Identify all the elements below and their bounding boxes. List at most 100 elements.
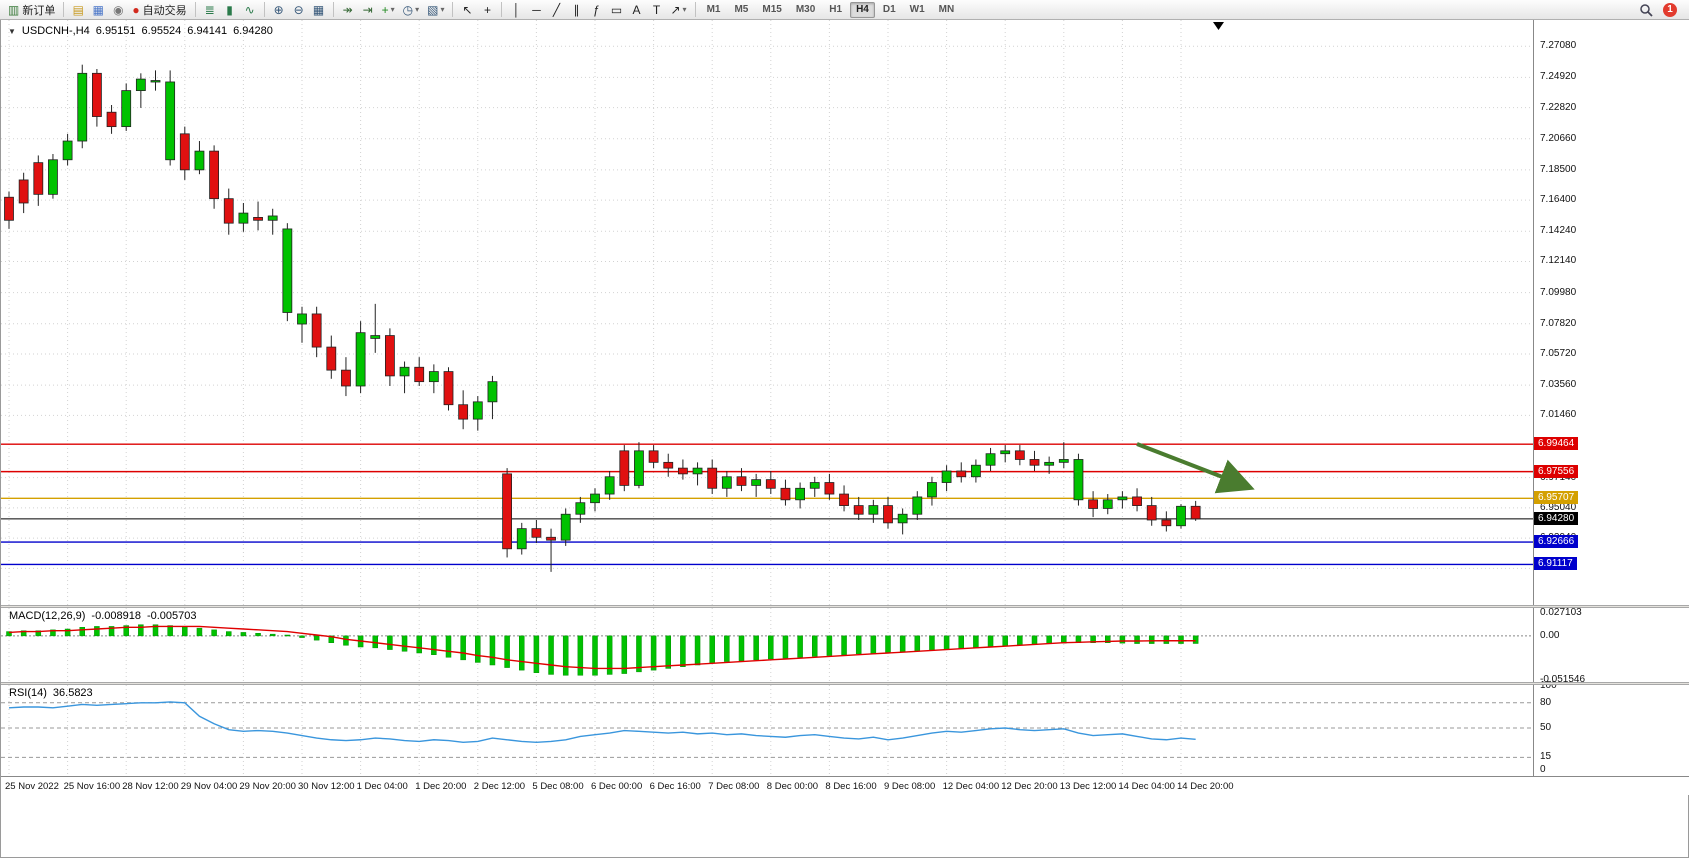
time-axis-label: 5 Dec 08:00 <box>532 781 584 792</box>
periods-button[interactable]: ◷ ▾ <box>399 1 424 19</box>
vertical-line-button[interactable]: │ <box>506 1 526 19</box>
toolbar-separator <box>263 2 265 17</box>
profiles-button[interactable]: ▦ <box>88 1 108 19</box>
time-axis-label: 30 Nov 12:00 <box>298 781 355 792</box>
profiles-icon: ▦ <box>92 2 105 17</box>
indicators-button-dropdown-icon: ▾ <box>390 5 395 14</box>
time-axis-label: 9 Dec 08:00 <box>884 781 936 792</box>
new-order-button[interactable]: ▥ 新订单 <box>4 1 59 19</box>
price-axis-label: 7.07820 <box>1540 317 1577 329</box>
time-axis-label: 8 Dec 00:00 <box>766 781 819 792</box>
zoom-out-icon: ⊖ <box>293 2 304 17</box>
fibonacci-button[interactable]: ƒ <box>586 1 606 19</box>
macd-grid <box>8 608 1182 683</box>
chart-window: ▼ USDCNH-,H4 6.95151 6.95524 6.94141 6.9… <box>0 20 1689 858</box>
search-icon <box>1640 3 1653 17</box>
macd-panel[interactable] <box>1 608 1533 683</box>
vertical-line-icon: │ <box>512 2 521 17</box>
trendline-button[interactable]: ╱ <box>546 1 566 19</box>
timeframe-toolbar: M1 M5 M15 M30 H1 H4 D1 W1 MN <box>700 1 962 18</box>
arrows-button[interactable]: ↗ ▾ <box>666 1 690 19</box>
autotrading-button[interactable]: ● 自动交易 <box>128 1 190 19</box>
timeframe-button-d1[interactable]: D1 <box>882 4 896 15</box>
rsi-axis-label: 0 <box>1540 764 1546 775</box>
market-watch-icon: ◉ <box>113 2 124 17</box>
autotrading-button-label: 自动交易 <box>142 4 187 17</box>
new-order-button-label: 新订单 <box>22 4 56 17</box>
time-axis-label: 1 Dec 20:00 <box>415 781 467 792</box>
indicators-icon: + <box>381 2 389 17</box>
horizontal-level-lines[interactable] <box>1 443 1533 566</box>
zoom-out-button[interactable]: ⊖ <box>289 1 309 19</box>
price-axis-label: 7.03560 <box>1540 379 1577 391</box>
zoom-in-button[interactable]: ⊕ <box>269 1 289 19</box>
timeframe-button-m30[interactable]: M30 <box>795 4 816 15</box>
crosshair-icon: + <box>483 2 491 17</box>
indicators-button[interactable]: + ▾ <box>378 1 399 19</box>
line-chart-button[interactable]: ∿ <box>240 1 260 19</box>
text-button[interactable]: A <box>626 1 646 19</box>
zoom-in-icon: ⊕ <box>273 2 284 17</box>
tile-windows-button[interactable]: ▦ <box>309 1 329 19</box>
time-axis-label: 13 Dec 12:00 <box>1059 781 1117 792</box>
candlestick-chart-button[interactable]: ▮ <box>220 1 240 19</box>
level-price-badge: 6.99464 <box>1534 437 1579 451</box>
panel-splitter-macd[interactable] <box>1 605 1689 608</box>
templates-button[interactable]: ▧ ▾ <box>423 1 448 19</box>
auto-scroll-icon: ↠ <box>342 2 353 17</box>
timeframe-button-m5[interactable]: M5 <box>734 4 749 15</box>
collapse-ohlc-icon[interactable]: ▼ <box>8 26 16 36</box>
cursor-icon: ↖ <box>462 2 473 17</box>
timeframe-button-h1[interactable]: H1 <box>829 4 843 15</box>
market-watch-button[interactable]: ◉ <box>108 1 128 19</box>
new-chart-button[interactable]: ▤ <box>68 1 88 19</box>
time-axis-label: 14 Dec 20:00 <box>1177 781 1234 792</box>
tile-windows-icon: ▦ <box>312 2 325 17</box>
timeframe-button-m15[interactable]: M15 <box>762 4 782 15</box>
search-button[interactable] <box>1635 1 1657 19</box>
bar-chart-button[interactable]: ≣ <box>200 1 220 19</box>
rsi-axis-label: 100 <box>1540 680 1557 691</box>
price-axis-label: 7.18500 <box>1540 163 1577 175</box>
candlesticks <box>4 64 1201 572</box>
price-axis-label: 7.22820 <box>1540 101 1577 113</box>
channel-button[interactable]: ∥ <box>566 1 586 19</box>
rsi-value: 36.5823 <box>52 687 93 699</box>
trend-arrow-annotation[interactable] <box>1136 442 1255 494</box>
timeframe-button-mn[interactable]: MN <box>938 4 955 15</box>
time-axis-label: 2 Dec 12:00 <box>473 781 526 792</box>
level-price-badge: 6.91117 <box>1534 557 1577 571</box>
time-axis[interactable]: 25 Nov 2022 25 Nov 16:00 28 Nov 12:00 29 No… <box>1 776 1689 795</box>
time-axis-label: 12 Dec 04:00 <box>942 781 1000 792</box>
price-axis[interactable]: 7.27080 7.24920 7.22820 7.20660 7.18500 7.164… <box>1533 20 1689 776</box>
price-axis-label: 7.20660 <box>1540 132 1577 144</box>
price-chart[interactable] <box>1 20 1533 605</box>
time-axis-label: 8 Dec 16:00 <box>825 781 877 792</box>
crosshair-button[interactable]: + <box>477 1 497 19</box>
panel-splitter-rsi[interactable] <box>1 682 1689 685</box>
horizontal-line-button[interactable]: ─ <box>526 1 546 19</box>
shapes-button[interactable]: ▭ <box>606 1 626 19</box>
text-label-icon: T <box>652 2 661 17</box>
text-label-button[interactable]: T <box>646 1 666 19</box>
chart-grid <box>1 20 1533 605</box>
macd-axis-label: 0.00 <box>1540 629 1560 641</box>
notification-badge[interactable]: 1 <box>1663 2 1677 17</box>
timeframe-button-m1[interactable]: M1 <box>706 4 721 15</box>
toolbar-separator <box>332 2 334 17</box>
time-axis-label: 6 Dec 00:00 <box>591 781 643 792</box>
timeframe-button-w1[interactable]: W1 <box>909 4 925 15</box>
chart-shift-button[interactable]: ⇥ <box>358 1 378 19</box>
timeframe-button-h4[interactable]: H4 <box>850 1 875 18</box>
macd-axis-label: 0.027103 <box>1540 606 1582 618</box>
time-axis-label: 12 Dec 20:00 <box>1001 781 1058 792</box>
time-axis-label: 6 Dec 16:00 <box>649 781 701 792</box>
cursor-button[interactable]: ↖ <box>457 1 477 19</box>
toolbar-separator <box>694 2 696 17</box>
chart-shift-marker[interactable] <box>1213 22 1224 30</box>
auto-scroll-button[interactable]: ↠ <box>338 1 358 19</box>
time-axis-label: 7 Dec 08:00 <box>708 781 760 792</box>
price-axis-label: 6.95040 <box>1540 501 1577 513</box>
rsi-panel[interactable] <box>1 685 1533 776</box>
macd-value-main: -0.008918 <box>91 610 141 622</box>
